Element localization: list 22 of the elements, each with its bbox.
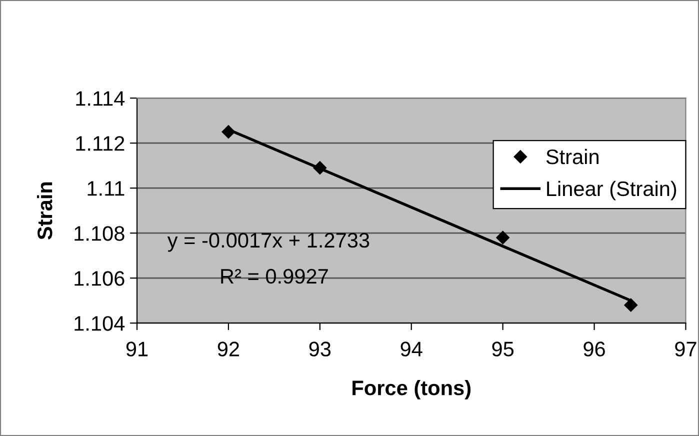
x-tick-label: 95 <box>492 342 514 356</box>
y-axis-title: Strain <box>36 182 52 240</box>
y-tick-label: 1.108 <box>74 226 124 241</box>
x-tick-label: 94 <box>400 342 422 356</box>
y-tick-label: 1.106 <box>74 271 124 286</box>
y-tick-label: 1.104 <box>74 316 125 331</box>
point <box>312 160 327 175</box>
point <box>496 230 510 245</box>
x-tick-label: 97 <box>675 342 696 356</box>
y-tick-label: 1.112 <box>76 136 124 151</box>
x-tick-label: 92 <box>218 342 239 356</box>
annotation: y = -0.0017x + 1.2733 <box>167 232 370 252</box>
legend-label: Linear (Strain) <box>547 180 676 200</box>
y-tick-label: 1.11 <box>88 181 124 196</box>
point <box>222 124 236 139</box>
x-tick-label: 96 <box>584 342 605 356</box>
y-tick-label: 1.114 <box>76 91 125 106</box>
legend-label: Strain <box>546 148 598 164</box>
x-axis-title: Force (tons) <box>352 380 471 400</box>
x-tick-label: 93 <box>309 342 331 356</box>
point <box>624 298 638 312</box>
x-tick-label: 91 <box>126 342 148 356</box>
